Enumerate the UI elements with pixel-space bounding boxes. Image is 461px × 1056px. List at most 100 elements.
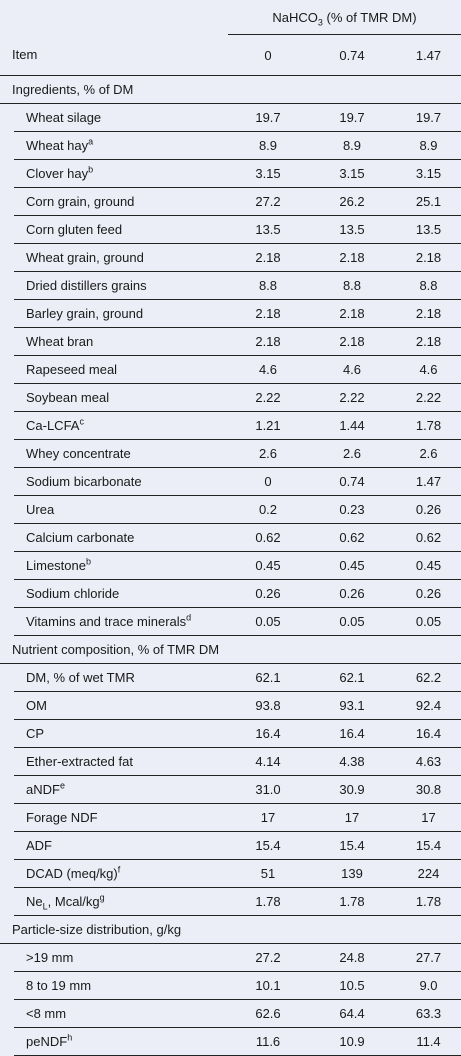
row-label: ADF bbox=[0, 831, 228, 860]
cell-value: 15.4 bbox=[396, 831, 461, 860]
label-part: Dried distillers grains bbox=[26, 278, 147, 293]
data-row: Clover hayb 3.15 3.15 3.15 bbox=[0, 159, 461, 188]
cell-value: 1.78 bbox=[228, 887, 308, 916]
cell-value: 4.63 bbox=[396, 747, 461, 776]
label-part: <8 mm bbox=[26, 1006, 67, 1021]
row-label: Urea bbox=[0, 495, 228, 524]
label-part: b bbox=[88, 164, 94, 175]
header-row: Item 0 0.74 1.47 bbox=[0, 34, 461, 76]
cell-value: 0.23 bbox=[308, 495, 396, 524]
label-part: Ca-LCFA bbox=[26, 418, 80, 433]
cell-value: 0.05 bbox=[308, 607, 396, 636]
row-label: Dried distillers grains bbox=[0, 271, 228, 300]
cell-value: 8.9 bbox=[396, 131, 461, 160]
cell-value: 30.9 bbox=[308, 775, 396, 804]
row-label: Soybean meal bbox=[0, 383, 228, 412]
header-row: NaHCO3 (% of TMR DM) bbox=[0, 0, 461, 35]
label-part: Soybean meal bbox=[26, 390, 110, 405]
label-part: (% of TMR DM) bbox=[322, 9, 417, 25]
cell-value: 0.05 bbox=[228, 607, 308, 636]
row-label: Wheat bran bbox=[0, 327, 228, 356]
cell-value: 30.8 bbox=[396, 775, 461, 804]
row-label: Ether-extracted fat bbox=[0, 747, 228, 776]
cell-value: 27.2 bbox=[228, 943, 308, 972]
data-row: Corn grain, ground 27.2 26.2 25.1 bbox=[0, 187, 461, 216]
cell-value: 2.18 bbox=[228, 299, 308, 328]
cell-value: 8.9 bbox=[228, 131, 308, 160]
section-row: Ingredients, % of DM bbox=[0, 75, 461, 104]
label-part: b bbox=[85, 556, 91, 567]
label-part: Calcium carbonate bbox=[26, 530, 135, 545]
cell-value: 0 bbox=[228, 467, 308, 496]
cell-value: 26.2 bbox=[308, 187, 396, 216]
label-part: Barley grain, ground bbox=[26, 306, 144, 321]
cell-value: 0.26 bbox=[396, 579, 461, 608]
cell-value: 1.21 bbox=[228, 411, 308, 440]
row-label: Rapeseed meal bbox=[0, 355, 228, 384]
label-part: Wheat hay bbox=[26, 138, 89, 153]
row-label: OM bbox=[0, 691, 228, 720]
data-row: CP 16.4 16.4 16.4 bbox=[0, 719, 461, 748]
cell-value: 4.6 bbox=[308, 355, 396, 384]
cell-value: 10.1 bbox=[228, 971, 308, 1000]
row-label: Vitamins and trace mineralsd bbox=[0, 607, 228, 636]
cell-value: 15.4 bbox=[308, 831, 396, 860]
cell-value: 93.8 bbox=[228, 691, 308, 720]
data-row: ADF 15.4 15.4 15.4 bbox=[0, 831, 461, 860]
group-label: NaHCO3 (% of TMR DM) bbox=[228, 0, 461, 35]
cell-value: 4.38 bbox=[308, 747, 396, 776]
row-label: Sodium chloride bbox=[0, 579, 228, 608]
row-label: Barley grain, ground bbox=[0, 299, 228, 328]
row-label: Corn gluten feed bbox=[0, 215, 228, 244]
cell-value: 16.4 bbox=[228, 719, 308, 748]
label-part: a bbox=[88, 136, 94, 147]
cell-value: 24.8 bbox=[308, 943, 396, 972]
cell-value: 93.1 bbox=[308, 691, 396, 720]
section-title: Nutrient composition, % of TMR DM bbox=[0, 635, 461, 664]
level-header: 0 bbox=[228, 34, 308, 76]
cell-value: 19.7 bbox=[308, 103, 396, 132]
cell-value: 1.78 bbox=[396, 887, 461, 916]
row-label: <8 mm bbox=[0, 999, 228, 1028]
label-part: >19 mm bbox=[26, 950, 74, 966]
label-part: CP bbox=[26, 726, 45, 741]
label-part: d bbox=[186, 612, 192, 623]
cell-value: 2.18 bbox=[308, 243, 396, 272]
label-part: Ether-extracted fat bbox=[26, 754, 133, 769]
label-part: Vitamins and trace minerals bbox=[26, 614, 187, 629]
label-part: aNDF bbox=[26, 782, 60, 797]
cell-value: 3.15 bbox=[228, 159, 308, 188]
label-part: DM, % of wet TMR bbox=[26, 670, 135, 686]
data-row: Forage NDF 17 17 17 bbox=[0, 803, 461, 832]
cell-value: 92.4 bbox=[396, 691, 461, 720]
label-part: OM bbox=[26, 698, 47, 713]
cell-value: 11.6 bbox=[228, 1027, 308, 1056]
level-header: 0.74 bbox=[308, 34, 396, 76]
label-part: NaHCO bbox=[272, 9, 318, 25]
label-part: Sodium chloride bbox=[26, 586, 120, 601]
row-label: Ca-LCFAc bbox=[0, 411, 228, 440]
cell-value: 8.8 bbox=[396, 271, 461, 300]
cell-value: 4.6 bbox=[228, 355, 308, 384]
cell-value: 8.9 bbox=[308, 131, 396, 160]
data-row: Urea 0.2 0.23 0.26 bbox=[0, 495, 461, 524]
label-part: Sodium bicarbonate bbox=[26, 474, 142, 489]
cell-value: 3.15 bbox=[396, 159, 461, 188]
cell-value: 17 bbox=[308, 803, 396, 832]
cell-value: 224 bbox=[396, 859, 461, 888]
label-part: Limestone bbox=[26, 558, 86, 573]
cell-value: 19.7 bbox=[396, 103, 461, 132]
data-row: Barley grain, ground 2.18 2.18 2.18 bbox=[0, 299, 461, 328]
data-row: Dried distillers grains 8.8 8.8 8.8 bbox=[0, 271, 461, 300]
table-header: NaHCO3 (% of TMR DM) Item 0 0.74 1.47 bbox=[0, 0, 461, 76]
data-row: Ca-LCFAc 1.21 1.44 1.78 bbox=[0, 411, 461, 440]
data-row: Vitamins and trace mineralsd 0.05 0.05 0.05 bbox=[0, 607, 461, 636]
cell-value: 0.26 bbox=[308, 579, 396, 608]
cell-value: 2.18 bbox=[396, 243, 461, 272]
cell-value: 0.26 bbox=[396, 495, 461, 524]
row-label: peNDFh bbox=[0, 1027, 228, 1056]
item-header: Item bbox=[0, 34, 228, 76]
data-row: Soybean meal 2.22 2.22 2.22 bbox=[0, 383, 461, 412]
row-label: Limestoneb bbox=[0, 551, 228, 580]
label-part: Corn grain, ground bbox=[26, 194, 135, 209]
